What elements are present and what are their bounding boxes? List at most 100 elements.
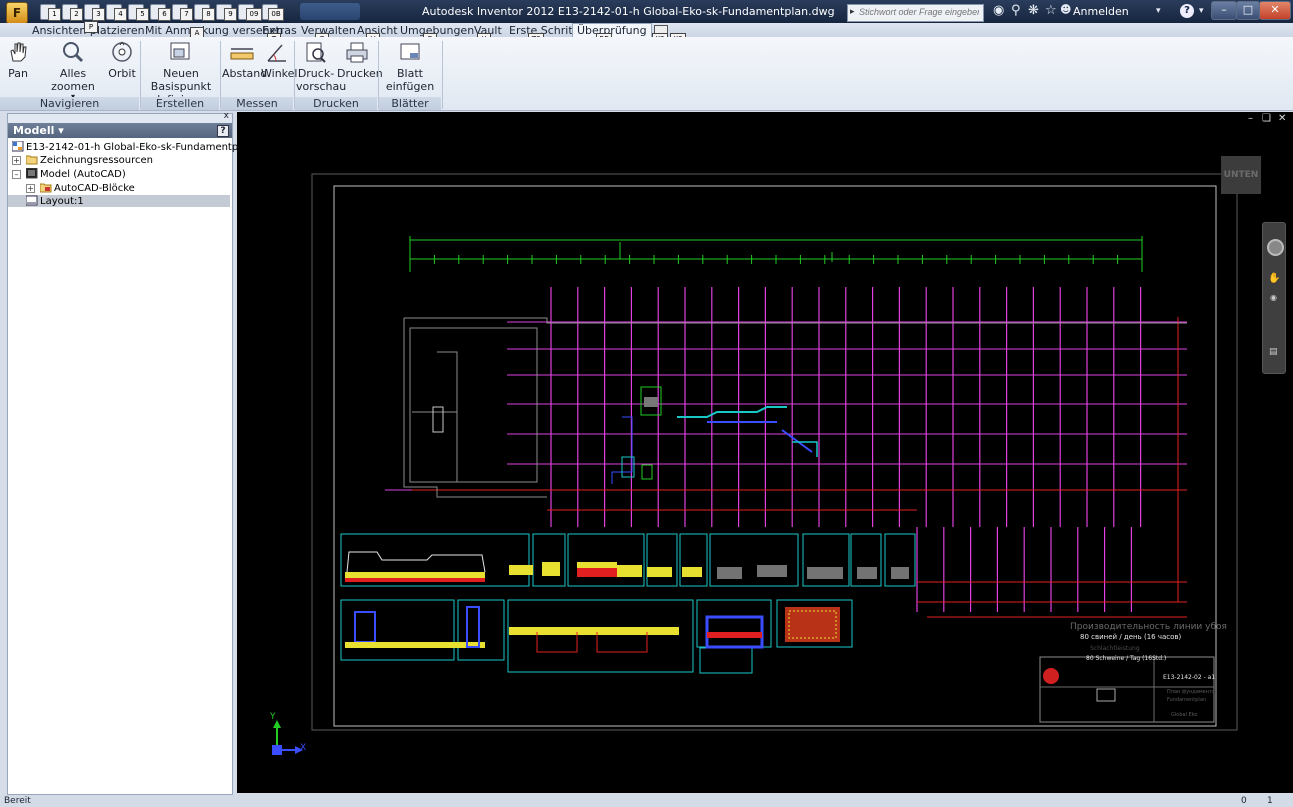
orbit-icon bbox=[112, 41, 132, 62]
orbit-button[interactable]: Orbit bbox=[106, 41, 138, 80]
close-button[interactable]: ✕ bbox=[1259, 1, 1291, 20]
panel-measure-label: Messen bbox=[221, 97, 293, 110]
panel-print-label: Drucken bbox=[295, 97, 377, 110]
expand-icon[interactable]: + bbox=[12, 156, 21, 165]
detail-views-row-1 bbox=[340, 533, 916, 587]
tab-annotate[interactable]: Mit Anmerkung versehen bbox=[145, 24, 284, 37]
insert-sheet-button[interactable]: Blatt einfügen bbox=[380, 41, 440, 93]
pan-icon[interactable]: ✋ bbox=[1268, 273, 1281, 284]
help-icon[interactable]: ? bbox=[1180, 4, 1194, 18]
ucs-icon bbox=[272, 720, 303, 755]
printer-icon bbox=[346, 42, 368, 63]
drawing-number: E13-2142-02 - a1 bbox=[1163, 674, 1216, 681]
detail-view-frame bbox=[457, 599, 505, 661]
model-space-icon bbox=[26, 168, 38, 179]
expand-icon[interactable]: + bbox=[26, 184, 35, 193]
panel-separator bbox=[442, 41, 443, 109]
keytip: A bbox=[190, 27, 204, 39]
application-menu-button[interactable]: F bbox=[6, 2, 28, 24]
print-label: Drucken bbox=[337, 67, 383, 80]
distance-button[interactable]: Abstand bbox=[222, 41, 267, 80]
help-search-box[interactable]: ▸ bbox=[847, 4, 984, 22]
browser-grip[interactable]: x bbox=[8, 111, 232, 123]
help-search-input[interactable] bbox=[859, 5, 979, 19]
sheet-outer-border bbox=[311, 173, 1238, 731]
cad-drawing bbox=[272, 173, 1238, 755]
viewport-minimize-icon[interactable]: – bbox=[1248, 113, 1253, 124]
viewport-restore-icon[interactable]: ❏ bbox=[1262, 113, 1271, 124]
qat-keytip: 0B bbox=[268, 8, 284, 21]
distance-label: Abstand bbox=[222, 67, 268, 80]
base-point-icon bbox=[170, 42, 190, 60]
detail-view-frame bbox=[340, 599, 455, 661]
tree-item-resources[interactable]: Zeichnungsressourcen bbox=[26, 154, 153, 166]
tab-get-started[interactable]: Erste Schritte bbox=[509, 24, 584, 37]
collapse-icon[interactable]: – bbox=[12, 170, 21, 179]
tree-item-model[interactable]: Model (AutoCAD) bbox=[26, 168, 126, 180]
title-block bbox=[1039, 656, 1215, 723]
dimension-chain bbox=[409, 236, 1143, 272]
qat-keytip: 5 bbox=[136, 8, 149, 21]
zoom-all-button[interactable]: Alles zoomen ▾ bbox=[42, 41, 104, 101]
zoom-icon[interactable]: ◉ bbox=[1270, 293, 1277, 302]
tree-item-layout[interactable]: Layout:1 bbox=[8, 195, 230, 207]
browser-close-icon[interactable]: x bbox=[223, 111, 229, 121]
drawing-file-icon bbox=[12, 141, 24, 152]
qat-keytip: 2 bbox=[70, 8, 83, 21]
model-browser[interactable]: x Modell ▾ ? E13-2142-01-h Global-Eko-sk… bbox=[7, 111, 278, 795]
print-button[interactable]: Drucken bbox=[337, 41, 383, 80]
detail-view-frame bbox=[532, 533, 566, 587]
orbit-nav-icon[interactable]: ▤ bbox=[1269, 347, 1278, 357]
angle-icon bbox=[267, 44, 286, 62]
sign-in-link[interactable]: Anmelden bbox=[1073, 5, 1129, 18]
company-name: Global Eko bbox=[1171, 712, 1198, 718]
panel-navigate-label: Navigieren bbox=[0, 97, 139, 110]
keytip: P bbox=[84, 21, 98, 33]
tree-root[interactable]: E13-2142-01-h Global-Eko-sk-Fundamentpla… bbox=[12, 141, 278, 153]
detail-view-frame bbox=[567, 533, 645, 587]
annotation-text: Производительность линии убоя bbox=[1070, 622, 1227, 632]
qat-keytip: 8 bbox=[202, 8, 215, 21]
favorites-star-icon[interactable]: ☆ bbox=[1045, 3, 1057, 18]
row-grid bbox=[385, 321, 1187, 491]
tab-environments[interactable]: Umgebungen bbox=[400, 24, 475, 37]
qat-keytip: 7 bbox=[180, 8, 193, 21]
help-icon[interactable]: ? bbox=[217, 125, 229, 137]
print-preview-button[interactable]: Druck- vorschau bbox=[296, 41, 346, 93]
detail-view-frame bbox=[646, 533, 678, 587]
tab-manage[interactable]: Verwalten bbox=[301, 24, 356, 37]
drawing-title-ru: План фундамента bbox=[1167, 689, 1215, 695]
detail-view-frame bbox=[679, 533, 708, 587]
angle-button[interactable]: Winkel bbox=[261, 41, 297, 80]
expand-arrow-icon[interactable]: ▸ bbox=[850, 7, 855, 17]
ribbon-tabs: Ansichten platzieren Mit Anmerkung verse… bbox=[0, 21, 1293, 45]
title-bar: F 1 2 3 4 5 6 7 8 9 09 0B Autodesk Inven… bbox=[0, 0, 1293, 24]
title-highlight bbox=[300, 3, 360, 20]
help-dropdown-icon[interactable]: ▾ bbox=[1199, 6, 1204, 16]
subscription-icon[interactable]: ⚲ bbox=[1011, 3, 1021, 18]
minimize-button[interactable]: – bbox=[1211, 1, 1237, 20]
drawing-canvas[interactable]: Y X Производительность линии убоя 80 сви… bbox=[237, 112, 1293, 793]
status-count-2: 1 bbox=[1267, 796, 1273, 806]
status-text: Bereit bbox=[4, 796, 31, 806]
maximize-button[interactable]: □ bbox=[1236, 1, 1260, 20]
viewcube[interactable]: UNTEN bbox=[1221, 156, 1261, 194]
browser-title[interactable]: Modell ▾ bbox=[13, 124, 64, 137]
dropdown-icon[interactable]: ▾ bbox=[1156, 6, 1161, 16]
binoculars-icon[interactable]: ◉ bbox=[993, 3, 1005, 18]
status-count-1: 0 bbox=[1241, 796, 1247, 806]
panel-separator bbox=[378, 41, 379, 109]
annotation-text: Schlachtleistung bbox=[1090, 645, 1140, 652]
tree-item-blocks[interactable]: AutoCAD-Blöcke bbox=[40, 182, 135, 194]
communication-icon[interactable]: ❋ bbox=[1028, 3, 1039, 18]
detail-view-frame bbox=[699, 647, 753, 674]
dropdown-arrow-icon[interactable]: ▾ bbox=[42, 93, 104, 101]
navigation-bar[interactable]: ✋ ◉ ▤ bbox=[1262, 222, 1286, 374]
detail-view-frame bbox=[850, 533, 882, 587]
viewport-close-icon[interactable]: ✕ bbox=[1278, 113, 1287, 124]
tab-inspect[interactable]: Überprüfung bbox=[572, 23, 652, 37]
new-base-point-label: Neuen Basispunkt bbox=[150, 67, 212, 93]
steering-wheel-icon[interactable] bbox=[1267, 239, 1284, 256]
layout-icon bbox=[26, 195, 38, 206]
pan-button[interactable]: Pan bbox=[4, 41, 32, 80]
